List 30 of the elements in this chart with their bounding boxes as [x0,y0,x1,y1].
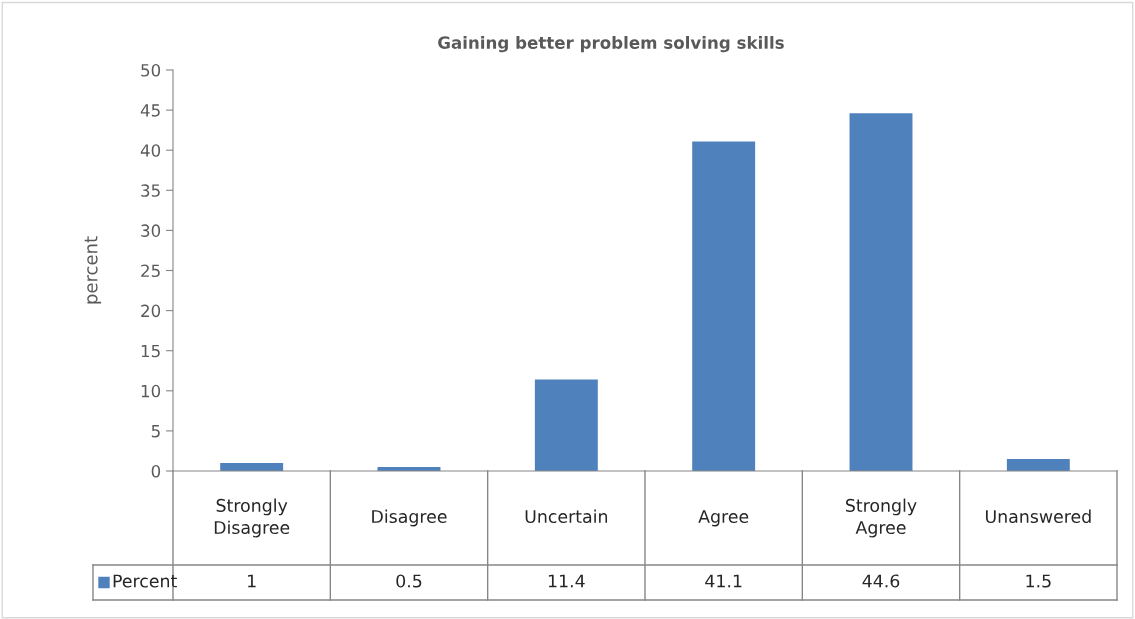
y-tick-label: 45 [140,104,160,117]
x-tick-label: Strongly Disagree [214,498,290,538]
data-label: 11.4 [548,574,585,588]
data-label: 41.1 [705,574,742,588]
bar [692,141,756,471]
data-label: 0.5 [396,574,422,588]
bar [849,113,913,471]
y-tick-label: 15 [141,344,160,358]
data-label: 44.6 [862,574,900,588]
chart-title: Gaining better problem solving skills [438,36,784,53]
x-tick-label: Unanswered [985,509,1091,524]
bar [1006,458,1070,471]
data-label: 1.5 [1026,574,1051,588]
x-tick-label: Uncertain [525,509,608,524]
bar [534,379,598,471]
y-tick-label: 5 [151,425,160,438]
y-tick-label: 0 [151,464,161,478]
y-tick-label: 20 [141,304,161,318]
x-tick-label: Disagree [372,509,447,527]
y-tick-label: 30 [141,224,161,237]
y-axis-title: percent [84,236,102,304]
y-tick-label: 35 [141,184,160,197]
data-label: 1 [248,574,256,588]
y-tick-label: 40 [140,144,161,157]
x-tick-label: Strongly Agree [845,498,917,538]
legend-label: Percent [113,574,177,588]
y-tick-label: 50 [141,63,161,77]
x-tick-label: Agree [698,510,749,527]
y-tick-label: 25 [141,264,160,278]
y-tick-label: 10 [141,384,161,398]
